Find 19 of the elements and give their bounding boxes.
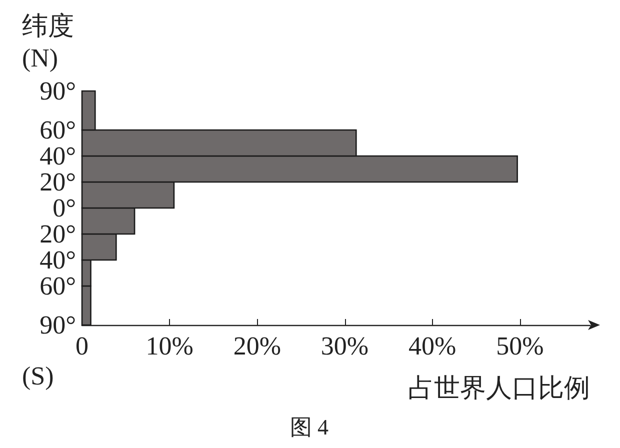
y-tick-label: 20° bbox=[40, 220, 76, 248]
y-tick-label: 90° bbox=[40, 76, 76, 106]
caption: 图 4 bbox=[290, 414, 328, 440]
x-tick-label: 20% bbox=[233, 332, 282, 360]
x-axis-title: 占世界人口比例 bbox=[408, 374, 590, 402]
y-tick-label: 0° bbox=[52, 194, 76, 222]
y-tick-label: 60° bbox=[40, 272, 76, 300]
text: (S) bbox=[22, 362, 54, 390]
y-tick-label: 40° bbox=[40, 142, 76, 170]
y-tick-label: 60° bbox=[40, 116, 76, 144]
x-tick-label: 40% bbox=[408, 332, 456, 360]
x-tick-label: 30% bbox=[320, 332, 369, 360]
y-axis-title: 纬度 (N) bbox=[22, 12, 74, 72]
x-tick-label: 0 bbox=[76, 332, 88, 360]
y-tick-label: 90° bbox=[40, 310, 76, 340]
y-tick-label: 20° bbox=[40, 168, 76, 196]
y-tick-label: 40° bbox=[40, 246, 76, 274]
x-tick-label: 50% bbox=[496, 332, 544, 360]
x-tick-label: 10% bbox=[146, 332, 194, 360]
